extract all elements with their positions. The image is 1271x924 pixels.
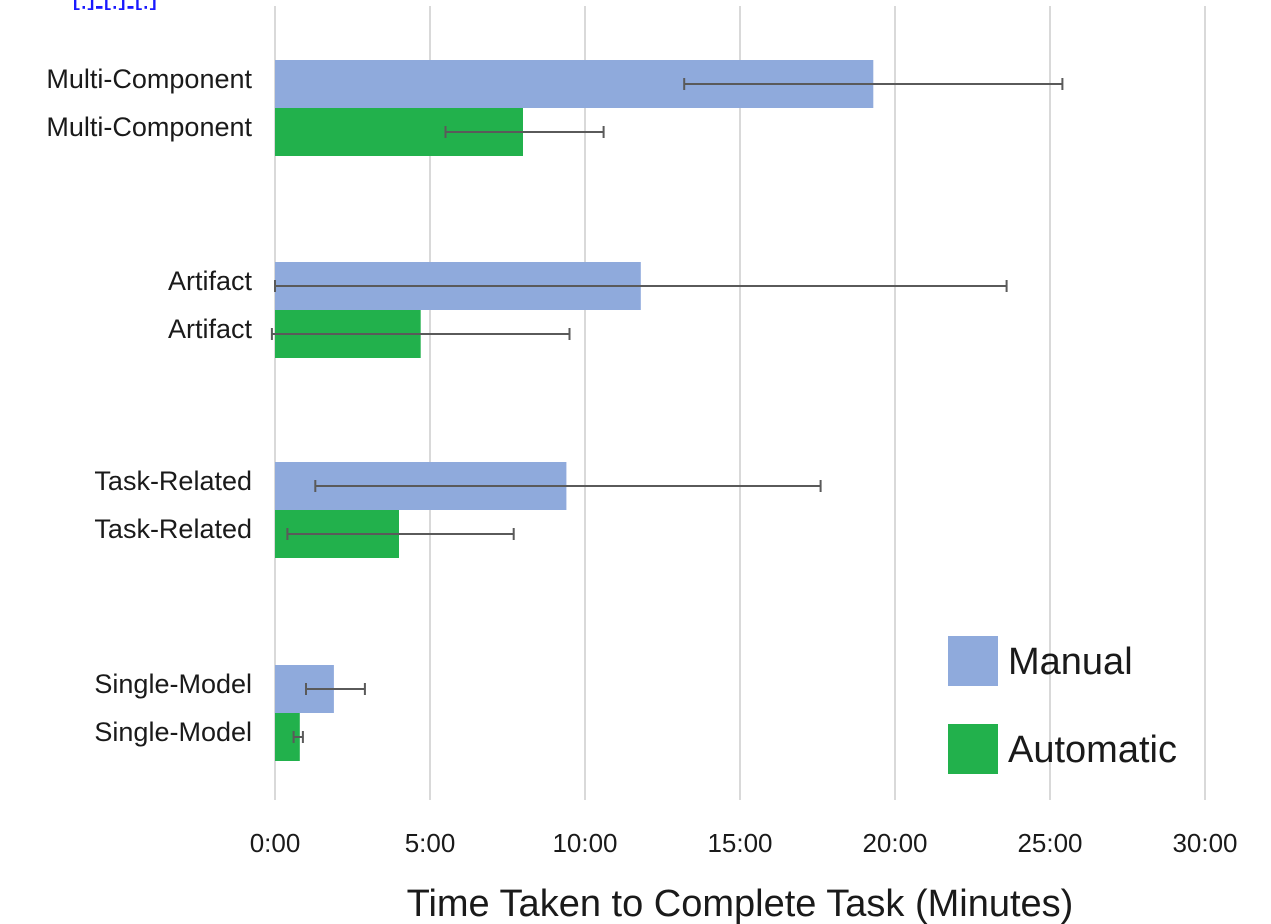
category-labels: Multi-Component Multi-Component Artifact Ar…	[46, 64, 252, 747]
category-label-1-0: Artifact	[168, 266, 253, 296]
x-tick-label-1: 5:00	[405, 828, 456, 858]
category-label-1-1: Artifact	[168, 314, 253, 344]
bars	[275, 60, 874, 761]
top-link-fragment[interactable]: [ ] [ ] [ ]	[72, 0, 158, 10]
legend: Manual Automatic	[948, 636, 1177, 774]
legend-label-manual: Manual	[1008, 641, 1133, 683]
x-tick-label-3: 15:00	[707, 828, 772, 858]
x-tick-labels: 0:00 5:00 10:00 15:00 20:00 25:00 30:00	[250, 828, 1238, 858]
x-tick-label-0: 0:00	[250, 828, 301, 858]
x-tick-label-6: 30:00	[1172, 828, 1237, 858]
category-label-0-0: Multi-Component	[46, 64, 252, 94]
legend-label-automatic: Automatic	[1008, 729, 1177, 771]
x-axis-title: Time Taken to Complete Task (Minutes)	[407, 883, 1074, 924]
x-tick-label-2: 10:00	[552, 828, 617, 858]
x-tick-label-4: 20:00	[862, 828, 927, 858]
legend-swatch-manual	[948, 636, 998, 686]
category-label-0-1: Multi-Component	[46, 112, 252, 142]
x-tick-label-5: 25:00	[1017, 828, 1082, 858]
category-label-3-0: Single-Model	[94, 669, 252, 699]
category-label-2-1: Task-Related	[94, 514, 252, 544]
error-bars	[270, 78, 1064, 743]
legend-swatch-automatic	[948, 724, 998, 774]
category-label-2-0: Task-Related	[94, 466, 252, 496]
category-label-3-1: Single-Model	[94, 717, 252, 747]
